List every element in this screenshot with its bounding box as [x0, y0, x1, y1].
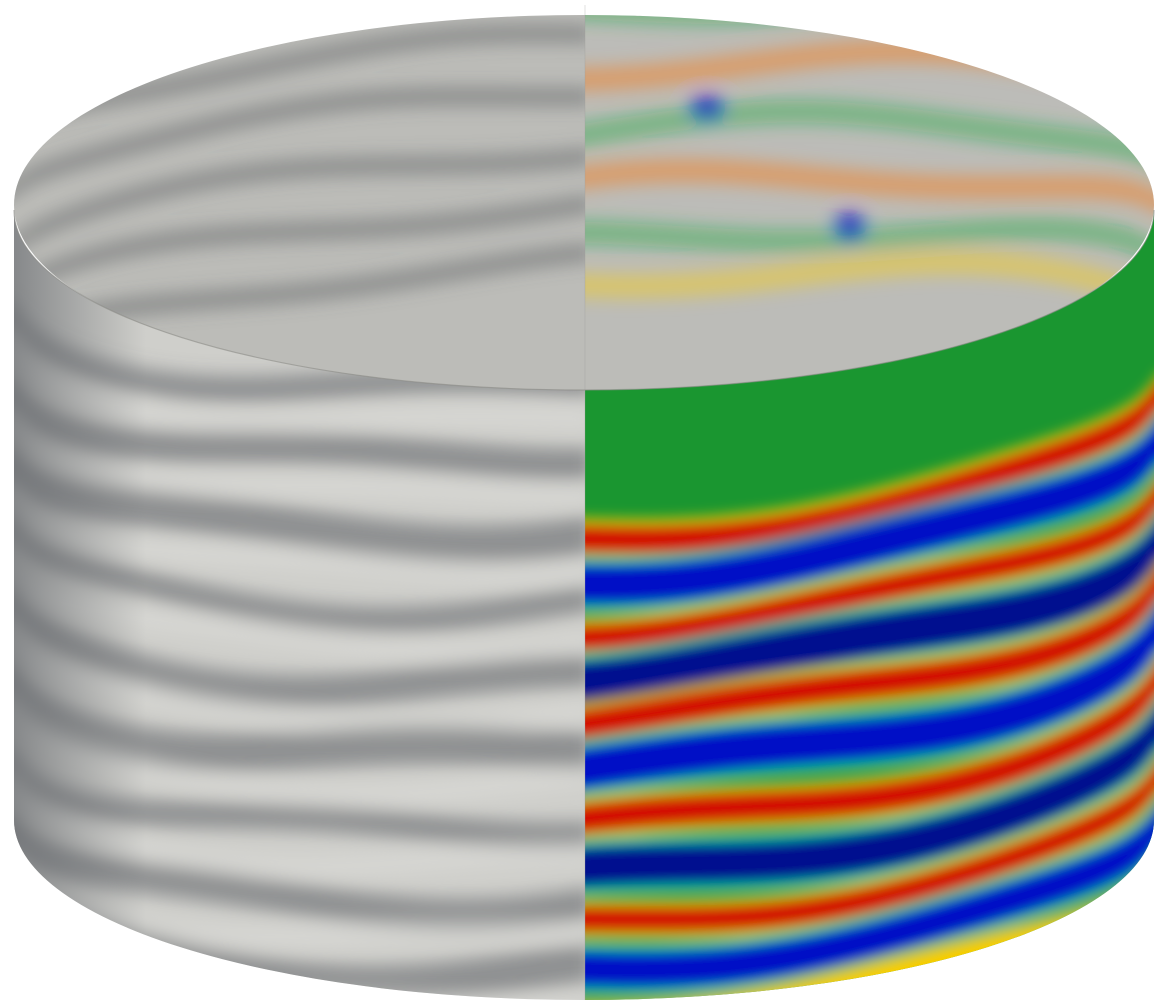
cylinder-top-rim [13, 209, 1155, 391]
cylinder-inner-wall [14, 15, 1154, 395]
